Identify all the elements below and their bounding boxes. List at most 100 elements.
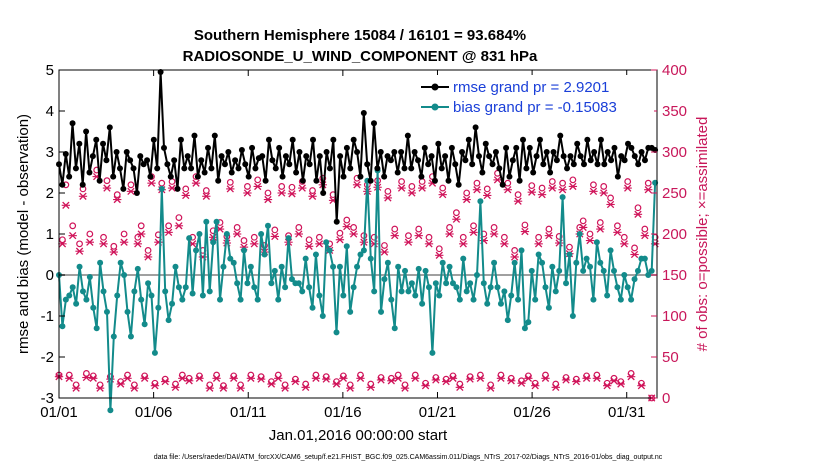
bias-point bbox=[234, 280, 241, 287]
obs-possible-marker bbox=[596, 219, 604, 226]
obs-assimilated-marker bbox=[644, 186, 653, 194]
bias-point bbox=[532, 296, 539, 303]
obs-possible-marker bbox=[620, 233, 628, 241]
rmse-point bbox=[276, 144, 283, 151]
obs-assimilated-marker bbox=[616, 380, 626, 388]
rmse-point bbox=[536, 136, 543, 143]
obs-possible-marker bbox=[590, 181, 597, 189]
rmse-point bbox=[272, 165, 279, 172]
obs-possible-marker bbox=[528, 182, 536, 190]
obs-possible-marker bbox=[511, 246, 519, 254]
obs-possible-marker bbox=[120, 230, 128, 238]
obs-possible-marker bbox=[309, 187, 316, 194]
rmse-point bbox=[133, 190, 140, 196]
bias-point bbox=[179, 296, 186, 303]
obs-assimilated-marker bbox=[119, 238, 129, 246]
obs-assimilated-marker bbox=[253, 182, 262, 191]
obs-assimilated-marker bbox=[541, 374, 550, 382]
bias-point bbox=[247, 263, 254, 270]
bias-point bbox=[155, 304, 162, 311]
obs-assimilated-marker bbox=[116, 380, 125, 388]
obs-possible-marker bbox=[483, 185, 491, 193]
rmse-point bbox=[157, 69, 164, 76]
bias-point bbox=[73, 300, 80, 307]
obs-possible-marker bbox=[370, 233, 378, 241]
bias-point bbox=[275, 296, 282, 303]
bias-point bbox=[59, 323, 66, 330]
obs-assimilated-marker bbox=[332, 380, 341, 388]
obs-possible-marker bbox=[559, 179, 567, 187]
rmse-point bbox=[404, 132, 411, 139]
obs-assimilated-marker bbox=[438, 190, 447, 199]
rmse-point bbox=[79, 181, 86, 188]
obs-possible-marker bbox=[110, 242, 118, 250]
obs-assimilated-marker bbox=[455, 383, 464, 391]
obs-assimilated-marker bbox=[592, 374, 602, 382]
obs-assimilated-marker bbox=[280, 384, 290, 392]
rmse-point bbox=[475, 153, 482, 160]
obs-assimilated-marker bbox=[496, 374, 506, 382]
rmse-point bbox=[520, 136, 527, 143]
bias-point bbox=[323, 239, 330, 246]
bias-point bbox=[230, 259, 237, 266]
rmse-point bbox=[181, 165, 188, 172]
rmse-point bbox=[489, 161, 496, 168]
rmse-point bbox=[265, 136, 272, 143]
rmse-point bbox=[164, 161, 171, 168]
rmse-point bbox=[591, 149, 598, 155]
rmse-point bbox=[116, 165, 123, 172]
rmse-point bbox=[93, 136, 100, 143]
obs-possible-marker bbox=[555, 233, 563, 240]
bias-point bbox=[330, 263, 337, 270]
rmse-point bbox=[472, 124, 479, 131]
rmse-point bbox=[428, 153, 435, 160]
obs-assimilated-marker bbox=[232, 230, 242, 238]
bias-point bbox=[79, 288, 86, 295]
obs-assimilated-marker bbox=[568, 182, 578, 191]
rmse-point bbox=[614, 173, 621, 180]
rmse-point bbox=[262, 177, 269, 184]
obs-assimilated-marker bbox=[623, 184, 632, 192]
rmse-point bbox=[553, 157, 560, 164]
obs-assimilated-marker bbox=[311, 374, 321, 382]
bias-point bbox=[302, 255, 309, 262]
obs-assimilated-marker bbox=[417, 184, 427, 192]
obs-assimilated-marker bbox=[445, 230, 454, 238]
rmse-point bbox=[313, 177, 320, 184]
rmse-point bbox=[459, 149, 466, 155]
obs-possible-marker bbox=[305, 236, 313, 244]
obs-assimilated-marker bbox=[585, 236, 595, 245]
rmse-point bbox=[530, 169, 537, 176]
rmse-point bbox=[394, 169, 401, 176]
obs-possible-marker bbox=[439, 184, 447, 192]
bias-point bbox=[347, 308, 354, 315]
bias-point bbox=[470, 296, 477, 303]
obs-possible-marker bbox=[644, 179, 652, 187]
rmse-point bbox=[621, 157, 628, 164]
rmse-point bbox=[242, 161, 249, 168]
bias-point bbox=[127, 333, 134, 340]
obs-assimilated-marker bbox=[267, 380, 276, 388]
rmse-point bbox=[106, 124, 113, 131]
bias-point bbox=[607, 247, 614, 254]
bias-point bbox=[580, 267, 587, 274]
bias-point bbox=[463, 288, 470, 295]
bias-point bbox=[107, 407, 114, 414]
rmse-point bbox=[221, 161, 228, 168]
obs-assimilated-marker bbox=[89, 374, 98, 382]
rmse-point bbox=[543, 149, 550, 155]
rmse-series bbox=[56, 69, 659, 225]
bias-point bbox=[312, 251, 319, 258]
obs-assimilated-marker bbox=[298, 184, 307, 192]
bias-point bbox=[367, 255, 374, 262]
obs-possible-marker bbox=[446, 224, 453, 231]
bias-point bbox=[217, 296, 224, 303]
obs-assimilated-marker bbox=[195, 374, 204, 382]
bias-point bbox=[343, 243, 350, 250]
bias-point bbox=[206, 288, 213, 295]
rmse-point bbox=[492, 149, 499, 155]
rmse-point bbox=[211, 132, 218, 139]
obs-assimilated-marker bbox=[404, 238, 413, 246]
obs-assimilated-marker bbox=[65, 374, 74, 382]
obs-assimilated-marker bbox=[517, 379, 526, 387]
